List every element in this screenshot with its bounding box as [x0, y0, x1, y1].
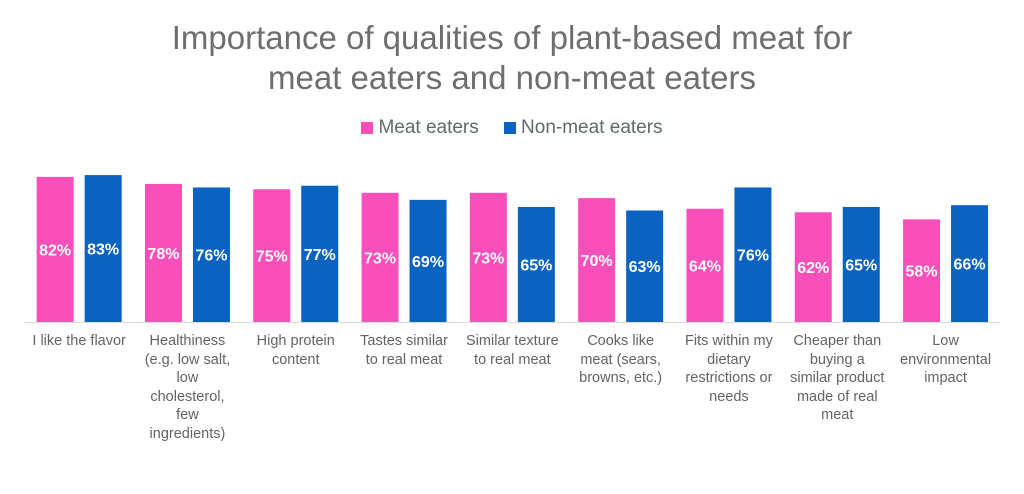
category-label-line: Cheaper than [793, 333, 882, 349]
bar-non-meat-eaters-5 [626, 210, 664, 322]
data-label-non-meat-eaters-8: 66% [954, 257, 986, 274]
bar-meat-eaters-7 [794, 212, 832, 322]
bar-non-meat-eaters-0 [84, 175, 122, 322]
category-label-line: meat [821, 407, 854, 423]
data-label-non-meat-eaters-5: 63% [629, 259, 661, 276]
category-label-line: made of real [796, 388, 878, 405]
data-label-meat-eaters-5: 70% [581, 253, 613, 270]
data-label-non-meat-eaters-3: 69% [412, 254, 444, 271]
category-label-line: dietary [707, 351, 751, 368]
data-label-meat-eaters-1: 78% [147, 246, 179, 263]
category-label-2: High protein content [241, 332, 351, 369]
category-label-5: Cooks like meat (sears, browns, etc.) [566, 332, 676, 388]
category-label-line: (e.g. low salt, [144, 351, 231, 368]
category-label-8: Low environmental impact [891, 332, 1001, 388]
legend-swatch-non-meat-eaters [504, 122, 517, 134]
chart-title-line-1: Importance of qualities of plant-based m… [171, 19, 853, 56]
category-label-1: Healthiness (e.g. low salt, low cholesterol… [132, 332, 242, 443]
category-label-line: to real meat [474, 351, 551, 368]
category-label-line: few [176, 407, 199, 423]
category-label-line: Fits within my [685, 333, 773, 349]
data-label-non-meat-eaters-2: 77% [304, 247, 336, 264]
category-label-line: meat (sears, [580, 351, 661, 368]
bar-meat-eaters-4 [469, 192, 507, 322]
bar-non-meat-eaters-8 [951, 205, 989, 322]
category-label-line: cholesterol, [150, 388, 225, 405]
legend: Meat eaters Non-meat eaters [0, 117, 1024, 140]
bar-non-meat-eaters-1 [192, 187, 230, 322]
bar-meat-eaters-5 [578, 198, 616, 322]
category-label-line: buying a [809, 351, 865, 368]
data-label-meat-eaters-4: 73% [472, 250, 504, 267]
legend-item-non-meat-eaters: Non-meat eaters [504, 117, 663, 139]
category-label-line: impact [924, 370, 967, 386]
category-label-line: Low [932, 333, 959, 349]
category-label-line: Similar texture [466, 333, 559, 349]
category-label-line: Cooks like [587, 333, 655, 349]
data-label-meat-eaters-0: 82% [39, 242, 71, 259]
bar-non-meat-eaters-3 [409, 199, 447, 322]
category-label-line: High protein [256, 333, 335, 349]
category-label-line: Healthiness [149, 333, 226, 349]
data-label-meat-eaters-7: 62% [797, 260, 829, 277]
legend-item-meat-eaters: Meat eaters [361, 117, 479, 139]
legend-swatch-meat-eaters [361, 122, 374, 134]
data-label-meat-eaters-8: 58% [906, 264, 938, 281]
bar-non-meat-eaters-4 [517, 206, 555, 322]
category-label-line: content [271, 351, 320, 368]
bar-meat-eaters-1 [144, 183, 182, 322]
bar-non-meat-eaters-6 [734, 187, 772, 322]
category-label-line: browns, etc.) [579, 370, 663, 386]
category-label-3: Tastes similar to real meat [349, 332, 459, 369]
category-label-line: similar product [790, 370, 885, 386]
category-label-7: Cheaper than buying a similar product made … [782, 332, 892, 425]
category-label-0: I like the flavor [24, 332, 134, 351]
category-label-line: needs [709, 388, 749, 405]
bar-meat-eaters-2 [253, 189, 291, 322]
category-label-line: environmental [900, 351, 992, 368]
category-label-line: to real meat [365, 351, 443, 368]
category-label-4: Similar texture to real meat [457, 332, 567, 369]
legend-label-non-meat-eaters: Non-meat eaters [521, 117, 663, 138]
bar-meat-eaters-0 [36, 176, 74, 322]
data-label-non-meat-eaters-6: 76% [737, 248, 769, 265]
category-label-line: restrictions or [685, 370, 773, 386]
legend-label-meat-eaters: Meat eaters [378, 117, 479, 138]
data-label-meat-eaters-2: 75% [256, 249, 288, 266]
data-label-non-meat-eaters-7: 65% [845, 257, 877, 274]
chart-title: Importance of qualities of plant-based m… [0, 18, 1024, 98]
category-label-line: ingredients) [149, 425, 226, 442]
bar-non-meat-eaters-7 [842, 206, 880, 322]
bar-non-meat-eaters-2 [301, 185, 339, 322]
data-label-non-meat-eaters-1: 76% [195, 248, 227, 265]
chart-title-line-2: meat eaters and non-meat eaters [268, 59, 756, 96]
category-label-6: Fits within my dietary restrictions or need… [674, 332, 784, 406]
bar-meat-eaters-8 [903, 219, 941, 322]
data-label-non-meat-eaters-4: 65% [520, 257, 552, 274]
category-label-line: low [176, 370, 199, 386]
data-label-meat-eaters-3: 73% [364, 250, 396, 267]
bar-meat-eaters-6 [686, 208, 724, 322]
data-label-non-meat-eaters-0: 83% [87, 242, 119, 259]
data-label-meat-eaters-6: 64% [689, 258, 721, 275]
category-label-line: Tastes similar [360, 333, 448, 349]
bar-meat-eaters-3 [361, 192, 399, 322]
category-label-line: I like the flavor [32, 333, 126, 349]
